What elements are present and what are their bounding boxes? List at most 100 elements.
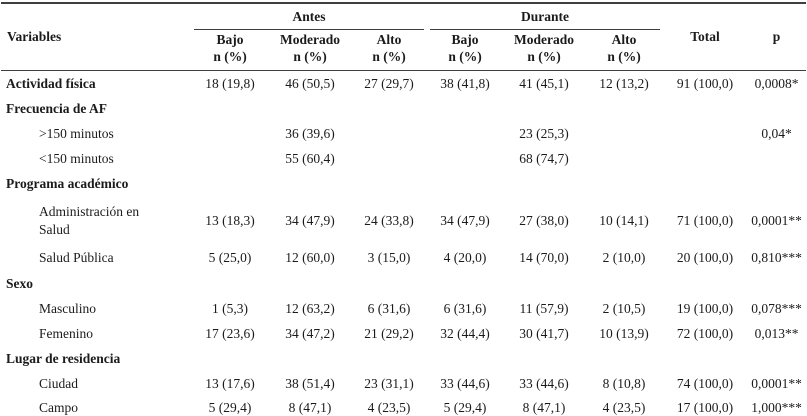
table-body: Actividad física 18 (19,8) 46 (50,5) 27 … xyxy=(1,71,806,416)
column-header-label: Alto xyxy=(376,32,402,48)
table-cell xyxy=(269,97,351,122)
column-header-durante-alto: Alto n (%) xyxy=(585,30,663,71)
table-cell xyxy=(427,347,503,372)
table-cell: 0,013** xyxy=(754,325,799,341)
row-label: Frecuencia de AF xyxy=(6,100,107,116)
table-row-mas-150-minutos: >150 minutos 36 (39,6) 23 (25,3) 0,04* xyxy=(1,122,806,147)
column-header-unit: n (%) xyxy=(448,49,482,64)
table-cell: 0,078*** xyxy=(751,300,802,316)
table-cell: 0,0001** xyxy=(751,375,802,391)
table-row-salud-publica: Salud Pública 5 (25,0) 12 (60,0) 3 (15,0… xyxy=(1,246,806,272)
table-cell xyxy=(427,147,503,172)
column-header-label: Alto xyxy=(611,32,637,48)
table-header: Variables Antes Durante Total p Bajo n (… xyxy=(1,3,806,71)
column-header-variables: Variables xyxy=(7,29,62,44)
table-cell: 0,810*** xyxy=(751,250,802,266)
table-cell xyxy=(747,172,806,197)
column-header-label: Moderado xyxy=(514,32,574,48)
table-cell: 27 (38,0) xyxy=(519,212,569,228)
table-row-sexo: Sexo xyxy=(1,272,806,297)
row-label: Campo xyxy=(39,400,78,416)
column-header-unit: n (%) xyxy=(607,49,641,64)
table-row-actividad-fisica: Actividad física 18 (19,8) 46 (50,5) 27 … xyxy=(1,71,806,97)
table-cell: 0,0001** xyxy=(751,212,802,228)
table-cell xyxy=(191,122,269,147)
table-cell: 46 (50,5) xyxy=(285,75,335,91)
table-cell: 0,04* xyxy=(761,125,792,141)
table-cell: 20 (100,0) xyxy=(676,250,734,266)
table-cell xyxy=(663,347,747,372)
table-cell xyxy=(585,122,663,147)
row-label: Actividad física xyxy=(6,75,96,91)
table-cell: 17 (100,0) xyxy=(676,400,734,416)
table-cell xyxy=(663,272,747,297)
table-row-campo: Campo 5 (29,4) 8 (47,1) 4 (23,5) 5 (29,4… xyxy=(1,397,806,416)
table-cell xyxy=(191,272,269,297)
table-cell: 23 (31,1) xyxy=(364,375,414,391)
header-group-row: Variables Antes Durante Total p xyxy=(1,3,806,44)
table-cell: 10 (14,1) xyxy=(599,212,649,228)
table-cell: 6 (31,6) xyxy=(367,300,411,316)
table-cell xyxy=(663,147,747,172)
table-cell xyxy=(663,172,747,197)
table-row-menos-150-minutos: <150 minutos 55 (60,4) 68 (74,7) xyxy=(1,147,806,172)
table-cell xyxy=(191,147,269,172)
table-cell: 12 (63,2) xyxy=(285,300,335,316)
table-cell xyxy=(351,272,427,297)
table-cell xyxy=(191,172,269,197)
table-cell: 27 (29,7) xyxy=(364,75,414,91)
table-cell xyxy=(747,147,806,172)
table-cell: 1 (5,3) xyxy=(212,300,248,316)
column-header-unit: n (%) xyxy=(372,49,406,64)
column-header-label: Bajo xyxy=(451,32,479,48)
header-sub-row: Bajo n (%) Moderado n (%) Alto n (%) Baj… xyxy=(1,30,806,71)
table-cell: 4 (20,0) xyxy=(443,250,487,266)
row-label: Salud Pública xyxy=(39,250,114,266)
row-label: >150 minutos xyxy=(39,125,114,141)
table-cell: 12 (13,2) xyxy=(599,75,649,91)
column-header-label: Bajo xyxy=(216,32,244,48)
column-header-p: p xyxy=(772,29,781,44)
table-cell xyxy=(585,272,663,297)
row-label: Masculino xyxy=(39,300,96,316)
row-label: <150 minutos xyxy=(39,150,114,166)
table-cell: 5 (29,4) xyxy=(443,400,487,416)
table-cell xyxy=(585,347,663,372)
table-cell xyxy=(427,97,503,122)
table-cell xyxy=(503,97,585,122)
table-cell: 6 (31,6) xyxy=(443,300,487,316)
table-cell: 12 (60,0) xyxy=(285,250,335,266)
table-cell xyxy=(585,172,663,197)
table-cell: 5 (25,0) xyxy=(208,250,252,266)
column-header-total: Total xyxy=(690,29,720,44)
table-cell: 23 (25,3) xyxy=(519,125,569,141)
table-cell: 34 (47,9) xyxy=(285,212,335,228)
column-header-antes-moderado: Moderado n (%) xyxy=(269,30,351,71)
column-header-unit: n (%) xyxy=(213,49,247,64)
column-header-durante-bajo: Bajo n (%) xyxy=(427,30,503,71)
table-cell xyxy=(351,347,427,372)
column-header-antes-alto: Alto n (%) xyxy=(351,30,427,71)
table-cell: 34 (47,9) xyxy=(440,212,490,228)
table-cell xyxy=(351,147,427,172)
table-cell: 18 (19,8) xyxy=(205,75,255,91)
table-cell xyxy=(503,172,585,197)
table-cell: 8 (47,1) xyxy=(522,400,566,416)
table-cell: 34 (47,2) xyxy=(285,325,335,341)
table-cell: 4 (23,5) xyxy=(367,400,411,416)
table-cell: 36 (39,6) xyxy=(285,125,335,141)
row-label: Femenino xyxy=(39,325,93,341)
table-cell: 38 (51,4) xyxy=(285,375,335,391)
table-cell xyxy=(585,147,663,172)
table-cell: 74 (100,0) xyxy=(676,375,734,391)
table-cell: 68 (74,7) xyxy=(519,150,569,166)
table-cell xyxy=(503,347,585,372)
table-cell: 33 (44,6) xyxy=(519,375,569,391)
table-cell xyxy=(663,122,747,147)
table-cell xyxy=(269,172,351,197)
table-cell: 30 (41,7) xyxy=(519,325,569,341)
column-group-durante: Durante xyxy=(427,3,663,30)
table-cell xyxy=(747,347,806,372)
row-label: Sexo xyxy=(6,275,33,291)
table-cell xyxy=(427,122,503,147)
